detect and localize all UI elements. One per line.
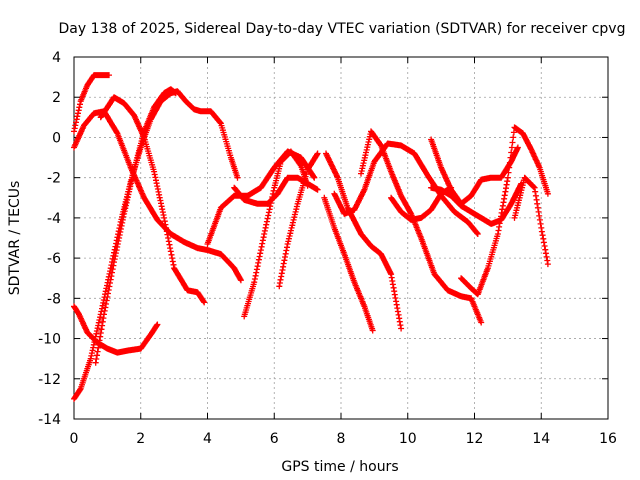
data-point-markers [97, 94, 208, 306]
y-tick-label: -2 [47, 171, 61, 187]
x-tick-label: 8 [337, 431, 346, 447]
series-arc10 [276, 150, 321, 290]
data-point-markers [241, 148, 311, 320]
y-tick-label: -8 [47, 291, 61, 307]
series-arc11 [321, 194, 376, 334]
data-point-markers [321, 194, 376, 334]
x-tick-label: 0 [70, 431, 79, 447]
x-tick-label: 6 [270, 431, 279, 447]
series-arc2 [71, 108, 244, 284]
y-axis-label: SDTVAR / TECUs [7, 181, 23, 296]
x-tick-label: 10 [399, 431, 417, 447]
y-tick-label: -6 [47, 251, 61, 267]
data-point-markers [71, 303, 161, 356]
series-arc19 [511, 174, 551, 268]
series-arc3 [71, 303, 161, 356]
x-tick-label: 2 [136, 431, 145, 447]
y-tick-label: -12 [38, 372, 61, 388]
y-tick-label: 0 [52, 130, 61, 146]
y-tick-label: -4 [47, 211, 61, 227]
series-arc17 [428, 136, 521, 207]
series-arc12 [323, 150, 405, 332]
grid-lines [74, 57, 608, 419]
data-point-markers [276, 150, 321, 290]
x-tick-label: 4 [203, 431, 212, 447]
series-arc9 [241, 148, 311, 320]
series-arc5 [92, 86, 179, 366]
x-axis-label: GPS time / hours [281, 459, 398, 475]
data-points [71, 72, 551, 402]
data-point-markers [92, 86, 179, 366]
x-tick-label: 16 [599, 431, 617, 447]
x-tick-label: 14 [532, 431, 550, 447]
data-point-markers [458, 124, 551, 298]
data-point-markers [71, 72, 112, 135]
series-arc18 [458, 124, 551, 298]
data-point-markers [428, 136, 521, 207]
data-point-markers [71, 108, 244, 284]
axis-ticks: -14 -12 -10 -8 -6 -4 -2 0 2 4 0 2 4 6 8 10 12 14 16 [38, 50, 617, 447]
series-arc1 [71, 72, 112, 135]
y-tick-label: 2 [52, 90, 61, 106]
data-point-markers [323, 150, 405, 332]
series-arc6 [97, 94, 208, 306]
x-tick-label: 12 [466, 431, 484, 447]
y-tick-label: -14 [38, 412, 61, 428]
y-tick-label: -10 [38, 332, 61, 348]
y-tick-label: 4 [52, 50, 61, 66]
data-point-markers [511, 174, 551, 268]
chart-title: Day 138 of 2025, Sidereal Day-to-day VTE… [59, 21, 626, 37]
